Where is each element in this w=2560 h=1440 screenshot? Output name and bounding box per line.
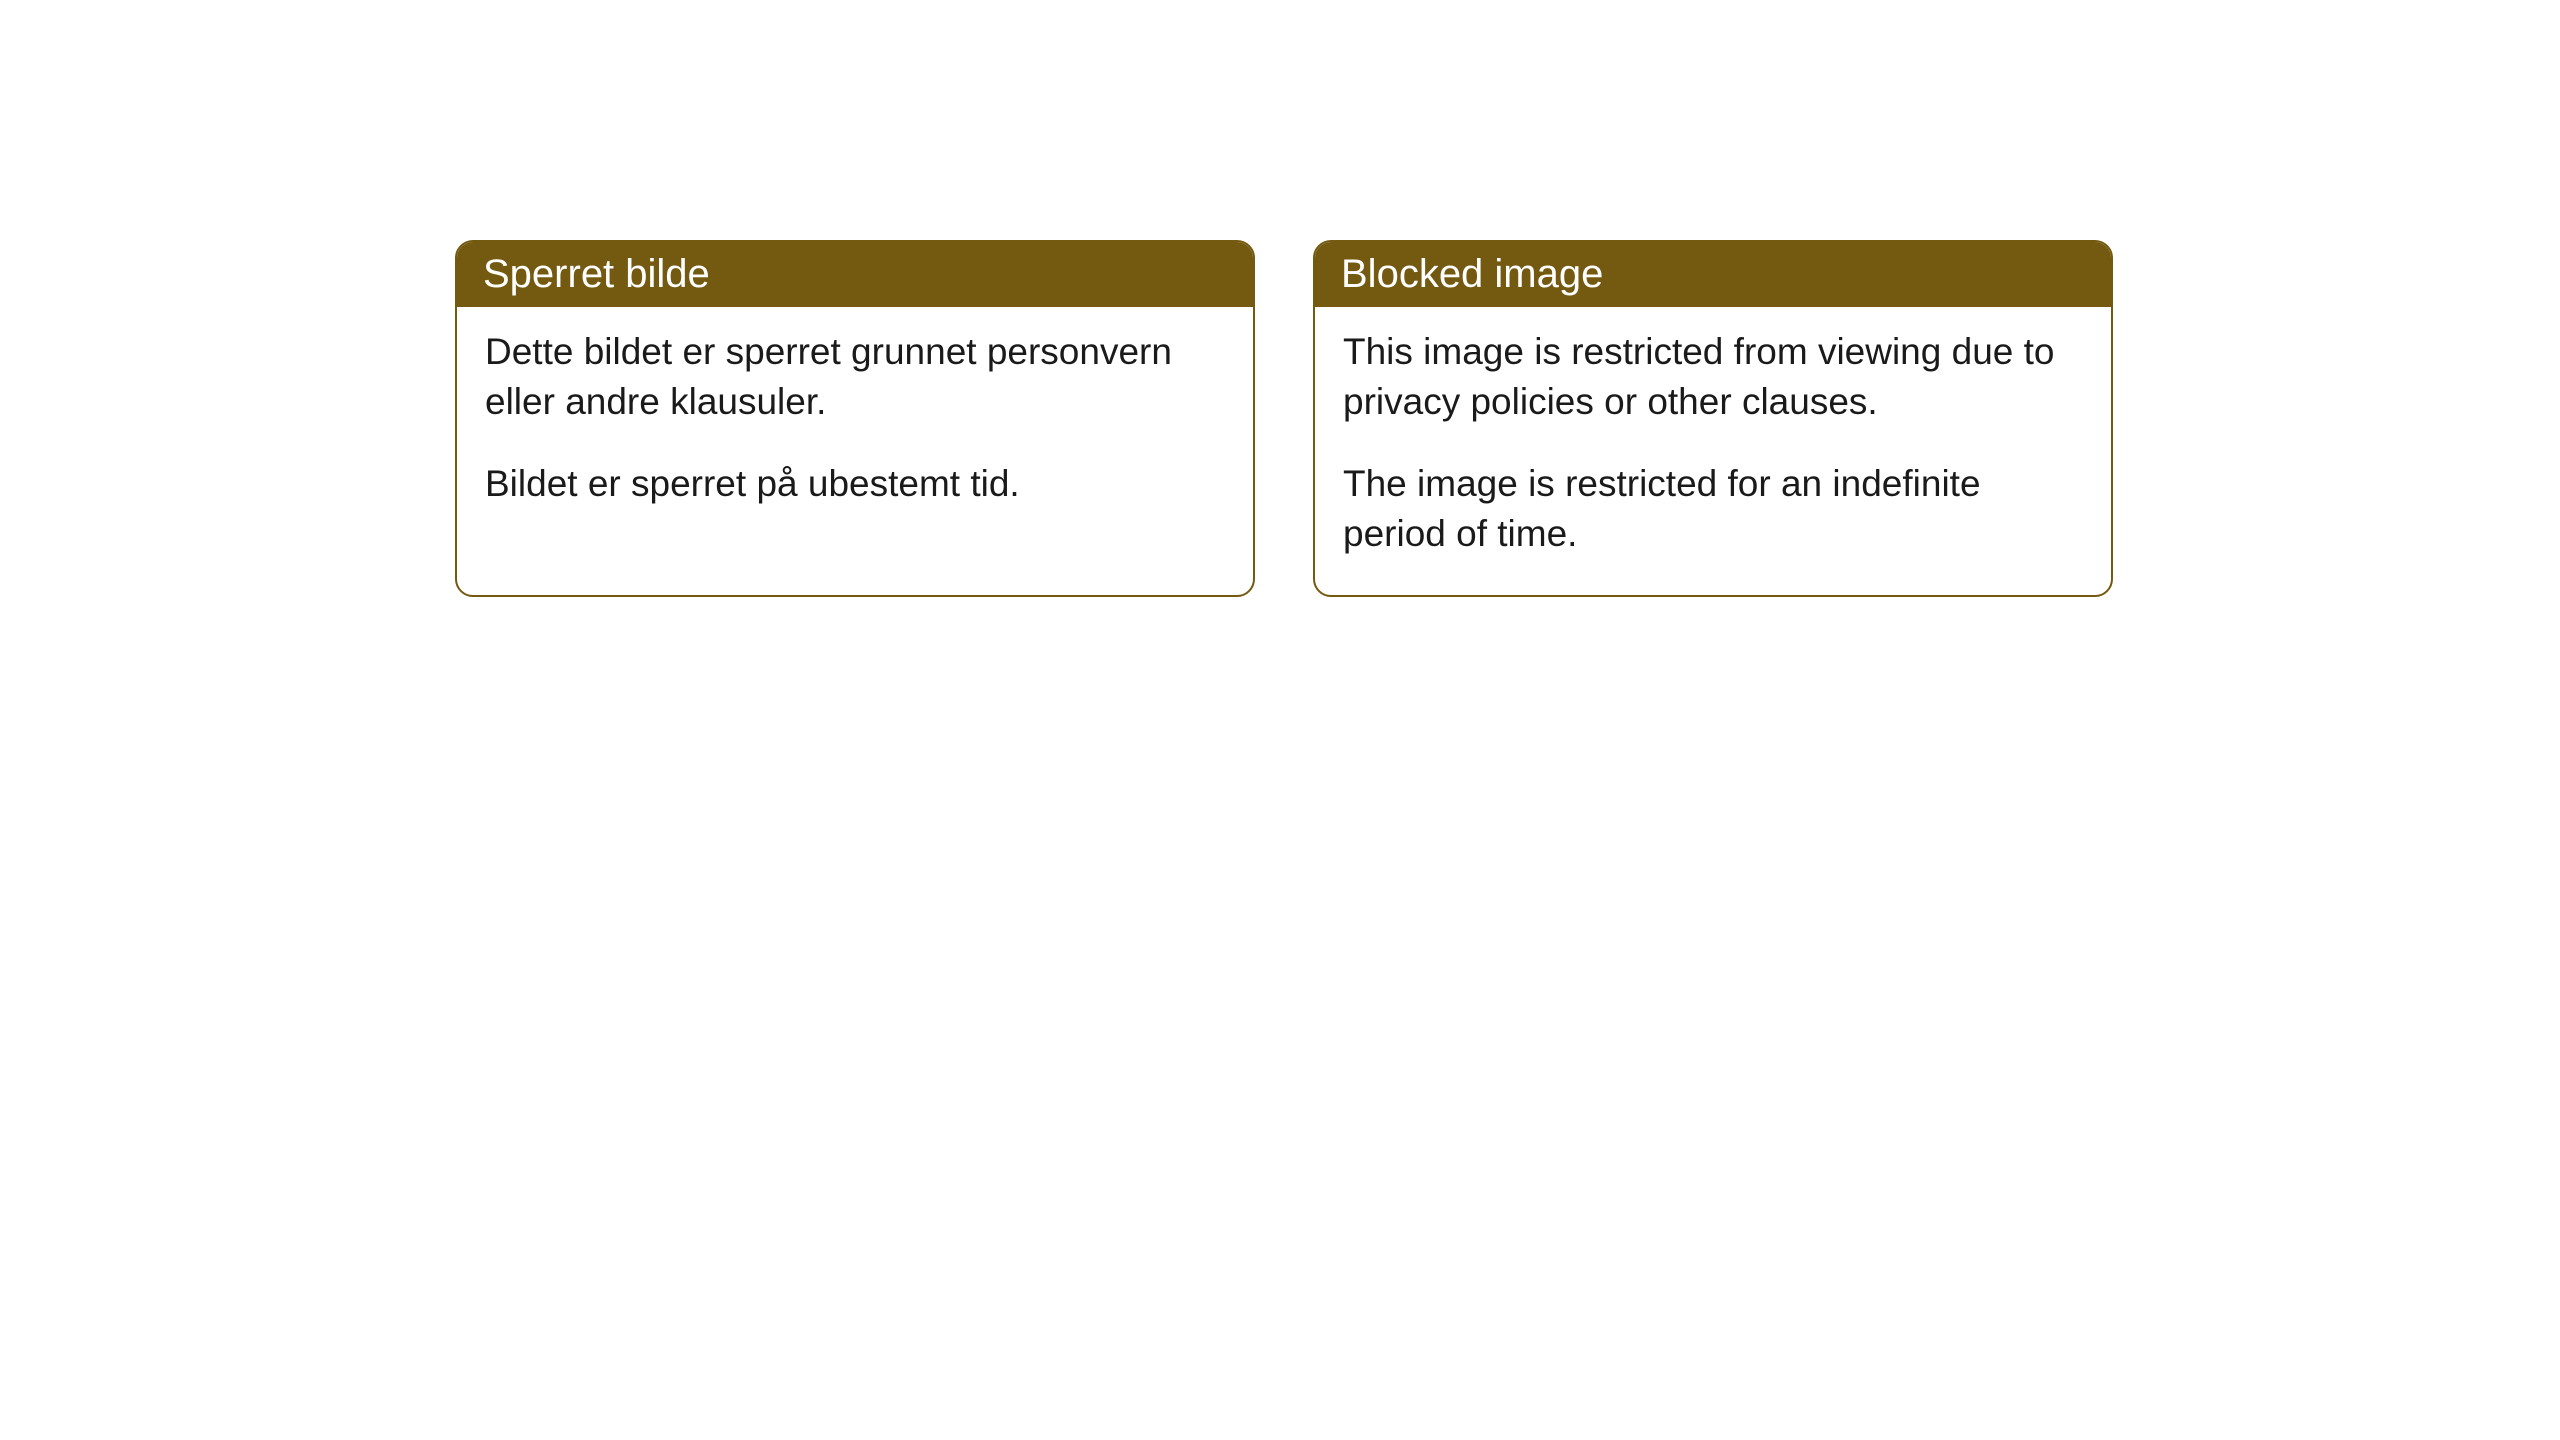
card-title: Blocked image — [1341, 252, 1603, 296]
card-body: Dette bildet er sperret grunnet personve… — [457, 307, 1253, 545]
notice-card-norwegian: Sperret bilde Dette bildet er sperret gr… — [455, 240, 1255, 597]
card-paragraph: The image is restricted for an indefinit… — [1343, 459, 2083, 559]
card-header: Blocked image — [1315, 242, 2111, 307]
notice-card-english: Blocked image This image is restricted f… — [1313, 240, 2113, 597]
card-header: Sperret bilde — [457, 242, 1253, 307]
card-paragraph: Bildet er sperret på ubestemt tid. — [485, 459, 1225, 509]
card-paragraph: Dette bildet er sperret grunnet personve… — [485, 327, 1225, 427]
notice-container: Sperret bilde Dette bildet er sperret gr… — [455, 240, 2113, 597]
card-body: This image is restricted from viewing du… — [1315, 307, 2111, 595]
card-paragraph: This image is restricted from viewing du… — [1343, 327, 2083, 427]
card-title: Sperret bilde — [483, 252, 710, 296]
